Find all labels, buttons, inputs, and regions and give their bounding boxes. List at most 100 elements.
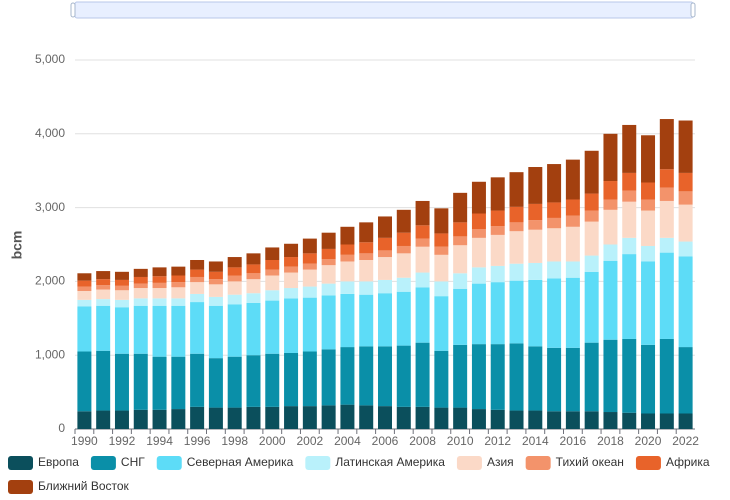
bar-segment [528, 262, 543, 280]
bar-segment [509, 410, 524, 429]
bar-segment [96, 285, 111, 290]
bar-segment [603, 209, 618, 245]
bar-segment [246, 302, 261, 356]
bar-segment [114, 353, 129, 411]
bar-segment [396, 406, 411, 429]
bar-segment [190, 353, 205, 407]
bar-segment [265, 275, 280, 291]
bar-segment [396, 232, 411, 246]
legend-label[interactable]: Европа [38, 455, 79, 469]
bar-segment [340, 244, 355, 255]
zoom-slider[interactable] [74, 1, 694, 19]
x-tick-label: 2016 [560, 434, 587, 448]
x-tick-label: 2002 [296, 434, 323, 448]
zoom-handle[interactable] [70, 2, 76, 18]
legend-label[interactable]: Азия [487, 455, 514, 469]
y-tick-label: 3,000 [35, 200, 65, 214]
bar-segment [603, 260, 618, 340]
bar-segment [659, 187, 674, 201]
bar-segment [133, 409, 148, 429]
bar-segment [190, 302, 205, 354]
x-tick-label: 2014 [522, 434, 549, 448]
bar-segment [659, 413, 674, 429]
bar-segment [528, 346, 543, 411]
bar-segment [96, 289, 111, 300]
legend-swatch [8, 480, 33, 494]
bar-segment [114, 410, 129, 429]
bar-segment [378, 346, 392, 407]
bar-segment [490, 177, 505, 211]
bar-segment [321, 405, 336, 429]
bar-segment [152, 288, 167, 299]
bar-segment [453, 288, 468, 345]
bar-segment [622, 190, 637, 202]
bar-segment [490, 265, 505, 283]
bar-segment [265, 300, 280, 354]
bar-segment [641, 182, 656, 200]
legend-label[interactable]: Тихий океан [556, 455, 624, 469]
bar-segment [190, 269, 205, 277]
x-tick-label: 2000 [259, 434, 286, 448]
y-tick-label: 4,000 [35, 126, 65, 140]
bar-segment [396, 253, 411, 278]
legend-swatch [8, 456, 33, 470]
bar-segment [622, 172, 637, 191]
bar-segment [171, 266, 186, 276]
bar-segment [528, 220, 543, 230]
bar-segment [547, 261, 562, 279]
bar-segment [415, 287, 430, 343]
legend-label[interactable]: Латинская Америка [335, 455, 445, 469]
bar-segment [302, 351, 317, 407]
bar-segment [77, 351, 92, 412]
bar-segment [453, 245, 468, 274]
legend-label[interactable]: СНГ [121, 455, 145, 469]
bar-segment [509, 172, 524, 207]
bar-segment [565, 411, 580, 429]
bar-segment [641, 261, 656, 345]
bar-segment [434, 254, 449, 282]
bar-segment [434, 208, 449, 234]
bar-segment [208, 296, 223, 306]
bar-segment [509, 263, 524, 281]
bar-segment [246, 293, 261, 303]
bar-segment [114, 271, 129, 280]
bar-segment [246, 355, 261, 407]
bar-segment [359, 281, 374, 295]
bar-segment [246, 406, 261, 429]
bar-segment [171, 287, 186, 299]
bar-segment [603, 181, 618, 200]
bar-segment [96, 350, 111, 411]
x-tick-label: 2004 [334, 434, 361, 448]
bar-segment [284, 298, 299, 353]
bar-segment [284, 272, 299, 289]
bar-segment [284, 243, 299, 258]
legend-label[interactable]: Африка [666, 455, 710, 469]
bar-segment [340, 404, 355, 429]
bar-segment [246, 253, 261, 265]
bar-segment [547, 347, 562, 412]
bar-segment [321, 295, 336, 350]
bar-segment [246, 279, 261, 294]
bar-segment [434, 233, 449, 247]
bar-segment [208, 407, 223, 429]
bar-segment [77, 286, 92, 291]
bar-segment [114, 307, 129, 354]
legend-swatch [635, 456, 661, 470]
zoom-handle[interactable] [690, 2, 696, 18]
bar-segment [528, 410, 543, 429]
bar-segment [114, 279, 129, 286]
bar-segment [659, 252, 674, 339]
legend-label[interactable]: Ближний Восток [38, 479, 130, 493]
bar-segment [565, 277, 580, 348]
bar-segment [622, 338, 637, 413]
bar-segment [565, 159, 580, 200]
bar-segment [190, 259, 205, 270]
bar-segment [378, 293, 392, 347]
bar-segment [171, 282, 186, 288]
bar-segment [77, 306, 92, 352]
bar-segment [678, 204, 693, 242]
legend-label[interactable]: Северная Америка [187, 455, 294, 469]
bar-segment [622, 412, 637, 429]
bar-segment [190, 282, 205, 294]
bar-segment [415, 246, 430, 273]
